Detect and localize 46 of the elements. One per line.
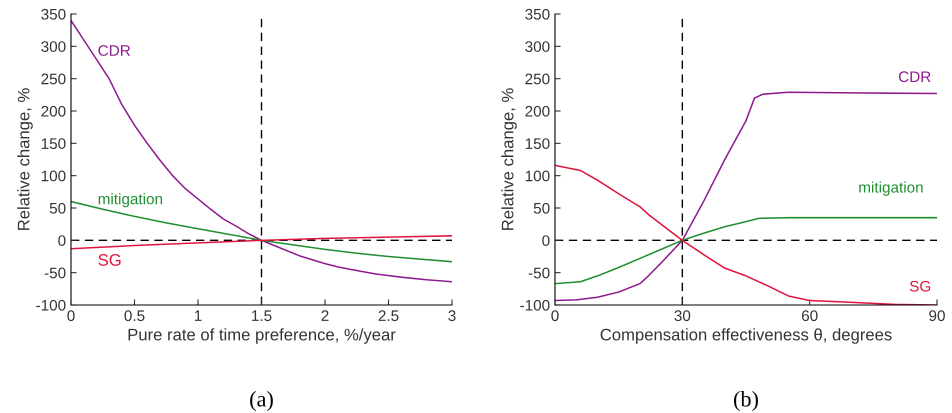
x-tick-label: 0.5 (124, 310, 144, 322)
y-tick-label: 150 (526, 138, 550, 150)
y-tick-label: 100 (526, 170, 550, 182)
series-label: SG (910, 280, 930, 292)
y-tick-label: 300 (41, 41, 66, 52)
x-tick-label: 3 (448, 310, 456, 322)
y-tick-label: 300 (525, 41, 550, 52)
y-tick-label: -100 (36, 300, 66, 311)
x-tick-label: 60 (802, 310, 818, 322)
y-tick-label: 150 (42, 138, 66, 150)
x-tick-label: 1 (194, 310, 202, 321)
series-label: mitigation (859, 181, 923, 196)
x-tick-label: 30 (674, 310, 690, 322)
series-label: SG (98, 254, 121, 266)
series-label: mitigation (98, 193, 162, 208)
y-tick-label: 350 (41, 8, 66, 20)
y-tick-label: 250 (525, 74, 550, 84)
x-tick-label: 90 (929, 310, 945, 322)
x-tick-label: 0 (67, 310, 75, 322)
x-axis-title: Pure rate of time preference, %/year (128, 328, 396, 344)
x-axis-title: Compensation effectiveness θ, degrees (600, 328, 892, 344)
y-tick-label: 100 (42, 170, 66, 182)
text: (b) (734, 390, 758, 412)
line-series (71, 20, 452, 282)
series-label: CDR (898, 71, 931, 82)
y-axis-title: Relative change, % (501, 88, 517, 230)
y-tick-label: 0 (58, 235, 66, 246)
y-tick-label: 350 (525, 8, 550, 20)
y-tick-label: -50 (44, 268, 66, 278)
y-tick-label: -100 (520, 300, 550, 311)
line-series (71, 235, 452, 250)
text: (a) (250, 390, 273, 412)
y-tick-label: 50 (50, 202, 66, 214)
y-tick-label: 200 (41, 106, 66, 117)
y-axis-title: Relative change, % (17, 88, 33, 230)
y-tick-label: 0 (542, 235, 550, 246)
y-tick-label: 200 (525, 106, 550, 117)
series-label: CDR (98, 45, 130, 56)
x-tick-label: 0 (551, 310, 559, 322)
y-tick-label: 50 (534, 202, 550, 214)
line-series (555, 91, 937, 302)
y-tick-label: 250 (41, 74, 66, 84)
x-tick-label: 2.5 (378, 310, 398, 322)
y-tick-label: -50 (528, 268, 550, 278)
x-tick-label: 1.5 (252, 310, 272, 322)
x-tick-label: 2 (322, 310, 328, 321)
